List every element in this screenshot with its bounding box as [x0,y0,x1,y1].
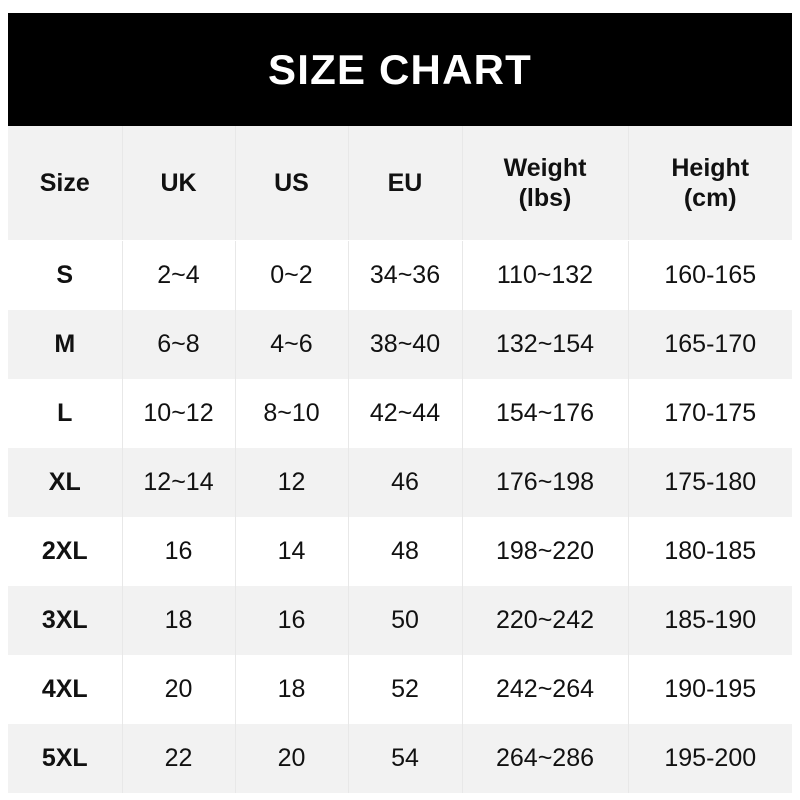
cell-weight: 154~176 [462,379,629,448]
cell-us: 18 [235,655,349,724]
cell-eu: 42~44 [348,379,463,448]
cell-size: 5XL [8,724,123,793]
column-header-height-unit: (cm) [683,184,737,212]
cell-height: 165-170 [664,330,757,358]
cell-size: L [8,379,123,448]
header-row: Size UK US EU Weight (lbs) Height (cm) [8,126,792,241]
cell-uk: 10~12 [122,379,236,448]
table-row: L 10~12 8~10 42~44 154~176 170-175 [8,379,792,448]
cell-size: 2XL [8,517,123,586]
cell-uk: 18 [122,586,236,655]
cell-weight: 264~286 [462,724,629,793]
column-header-size: Size [8,126,123,241]
table-row: 4XL 20 18 52 242~264 190-195 [8,655,792,724]
cell-uk: 16 [122,517,236,586]
title-banner: SIZE CHART [8,13,792,126]
cell-us: 4~6 [235,310,349,379]
cell-eu: 38~40 [348,310,463,379]
cell-weight: 242~264 [462,655,629,724]
cell-height: 175-180 [664,468,757,496]
cell-size: 3XL [8,586,123,655]
cell-eu: 34~36 [348,240,463,310]
cell-uk: 22 [122,724,236,793]
column-header-height-label: Height [671,153,750,182]
table-row: 5XL 22 20 54 264~286 195-200 [8,724,792,793]
cell-height: 185-190 [664,606,757,634]
cell-us: 8~10 [235,379,349,448]
size-chart-table: Size UK US EU Weight (lbs) Height (cm) [8,126,792,793]
cell-eu: 46 [348,448,463,517]
column-header-weight-label: Weight [503,153,587,182]
cell-us: 12 [235,448,349,517]
table-row: 3XL 18 16 50 220~242 185-190 [8,586,792,655]
cell-height: 160-165 [664,261,757,289]
table-row: 2XL 16 14 48 198~220 180-185 [8,517,792,586]
cell-weight: 132~154 [462,310,629,379]
column-header-height: Height (cm) [628,126,792,241]
cell-height: 180-185 [664,537,757,565]
cell-uk: 6~8 [122,310,236,379]
column-header-eu: EU [348,126,463,241]
cell-weight: 198~220 [462,517,629,586]
column-header-eu-label: EU [387,168,423,197]
table-row: XL 12~14 12 46 176~198 175-180 [8,448,792,517]
cell-weight: 176~198 [462,448,629,517]
column-header-uk-label: UK [160,168,197,197]
cell-height: 170-175 [664,399,757,427]
column-header-size-label: Size [39,168,90,197]
table-header: Size UK US EU Weight (lbs) Height (cm) [8,126,792,241]
cell-size: 4XL [8,655,123,724]
column-header-weight-unit: (lbs) [518,184,572,212]
table-body: S 2~4 0~2 34~36 110~132 160-165 M 6~8 4~… [8,240,792,793]
cell-us: 20 [235,724,349,793]
table-row: S 2~4 0~2 34~36 110~132 160-165 [8,240,792,310]
cell-us: 16 [235,586,349,655]
cell-size: M [8,310,123,379]
cell-eu: 52 [348,655,463,724]
cell-eu: 50 [348,586,463,655]
cell-us: 0~2 [235,240,349,310]
cell-eu: 54 [348,724,463,793]
column-header-us-label: US [274,168,309,197]
cell-eu: 48 [348,517,463,586]
cell-uk: 2~4 [122,240,236,310]
cell-weight: 220~242 [462,586,629,655]
column-header-weight: Weight (lbs) [462,126,629,241]
cell-weight: 110~132 [462,240,629,310]
cell-size: XL [8,448,123,517]
cell-uk: 12~14 [122,448,236,517]
column-header-us: US [235,126,349,241]
cell-us: 14 [235,517,349,586]
cell-height: 195-200 [664,744,757,772]
table-row: M 6~8 4~6 38~40 132~154 165-170 [8,310,792,379]
page-title: SIZE CHART [268,45,532,93]
cell-uk: 20 [122,655,236,724]
cell-height: 190-195 [664,675,757,703]
cell-size: S [8,240,123,310]
column-header-uk: UK [122,126,236,241]
